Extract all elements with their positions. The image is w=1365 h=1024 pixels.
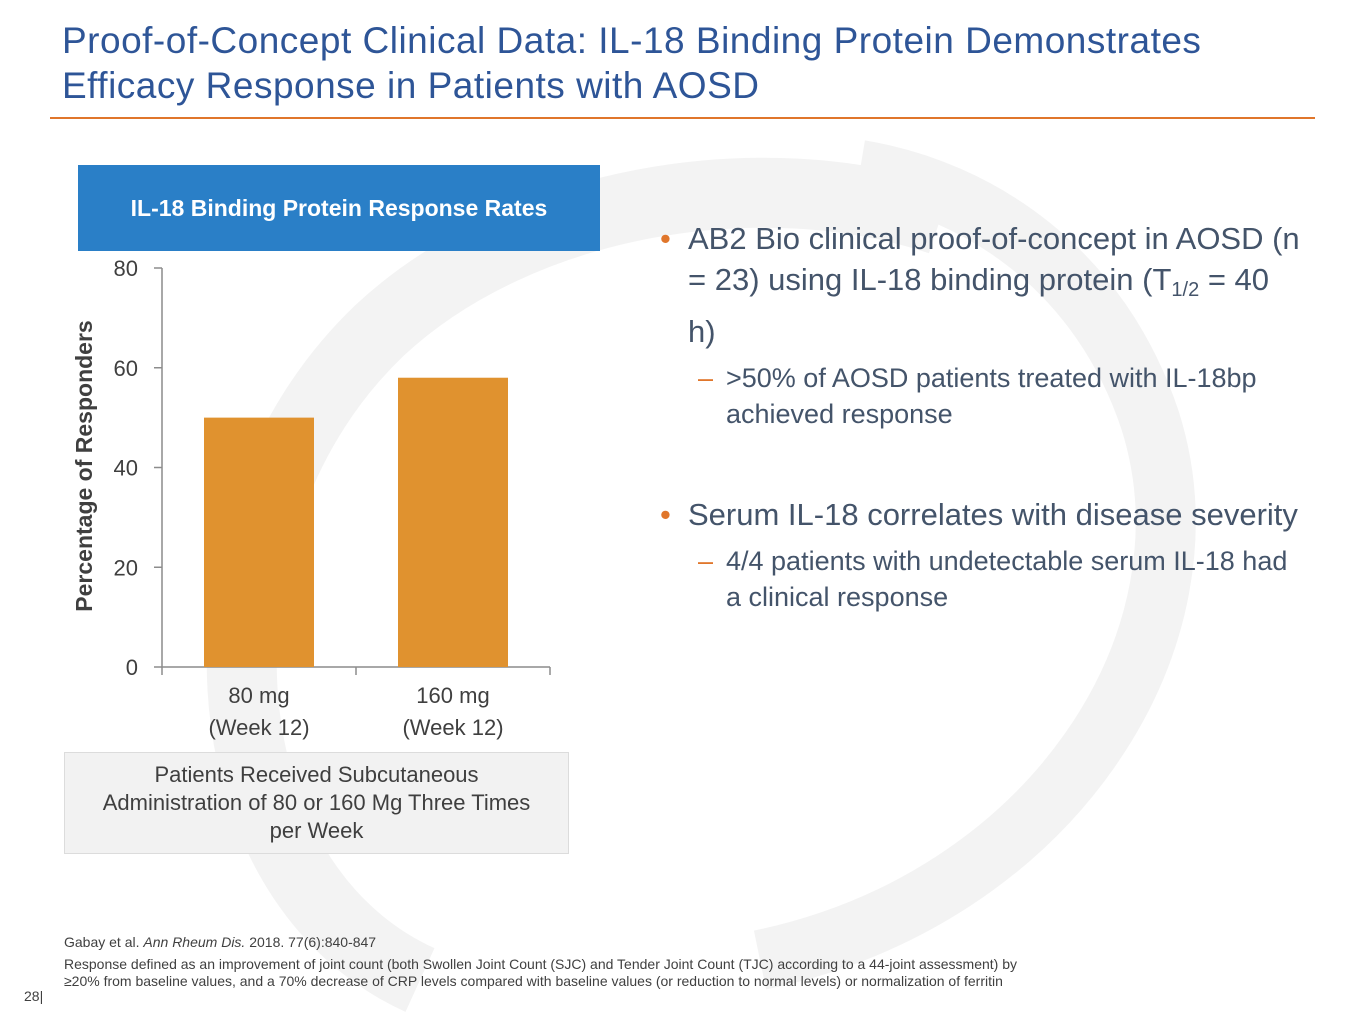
- bullet-dot-icon: •: [660, 221, 671, 256]
- x-tick-sublabel: (Week 12): [402, 715, 503, 740]
- title-divider: [50, 117, 1315, 119]
- bar: [204, 417, 314, 667]
- response-definition: Response defined as an improvement of jo…: [64, 956, 1018, 989]
- y-tick-label: 40: [114, 456, 138, 481]
- bullet-text: AB2 Bio clinical proof-of-concept in AOS…: [688, 221, 1300, 297]
- bullet-item: • Serum IL-18 correlates with disease se…: [660, 494, 1300, 535]
- x-tick-label: 160 mg: [416, 683, 489, 708]
- sub-bullet-text: >50% of AOSD patients treated with IL-18…: [726, 363, 1257, 429]
- bullet-subscript: 1/2: [1171, 279, 1200, 301]
- sub-bullet-item: – >50% of AOSD patients treated with IL-…: [660, 360, 1300, 432]
- dash-icon: –: [698, 363, 714, 393]
- chart-note-box: Patients Received Subcutaneous Administr…: [64, 752, 569, 854]
- dash-icon: –: [698, 546, 714, 576]
- page-number: 28|: [24, 988, 44, 1004]
- bullet-item: • AB2 Bio clinical proof-of-concept in A…: [660, 218, 1300, 352]
- bar: [398, 377, 508, 667]
- slide-title: Proof-of-Concept Clinical Data: IL-18 Bi…: [62, 20, 1202, 106]
- chart-note-text: Patients Received Subcutaneous Administr…: [102, 762, 531, 843]
- bullet-text: Serum IL-18 correlates with disease seve…: [688, 497, 1298, 532]
- citation-journal: Ann Rheum Dis.: [143, 934, 246, 950]
- y-tick-label: 60: [114, 356, 138, 381]
- citation: Gabay et al. Ann Rheum Dis. 2018. 77(6):…: [64, 934, 376, 950]
- sub-bullet-item: – 4/4 patients with undetectable serum I…: [660, 543, 1300, 615]
- y-tick-label: 20: [114, 555, 138, 580]
- bullet-list: • AB2 Bio clinical proof-of-concept in A…: [660, 218, 1300, 615]
- citation-authors: Gabay et al.: [64, 934, 144, 950]
- bullet-dot-icon: •: [660, 497, 671, 532]
- x-tick-sublabel: (Week 12): [208, 715, 309, 740]
- y-axis-label: Percentage of Responders: [71, 320, 97, 612]
- bullet-text-end: = 40 h): [688, 262, 1270, 349]
- y-tick-label: 80: [114, 256, 138, 281]
- y-tick-label: 0: [126, 655, 138, 680]
- sub-bullet-text: 4/4 patients with undetectable serum IL-…: [726, 546, 1288, 612]
- chart-header: IL-18 Binding Protein Response Rates: [78, 165, 600, 251]
- citation-details: 2018. 77(6):840-847: [245, 934, 377, 950]
- x-tick-label: 80 mg: [228, 683, 289, 708]
